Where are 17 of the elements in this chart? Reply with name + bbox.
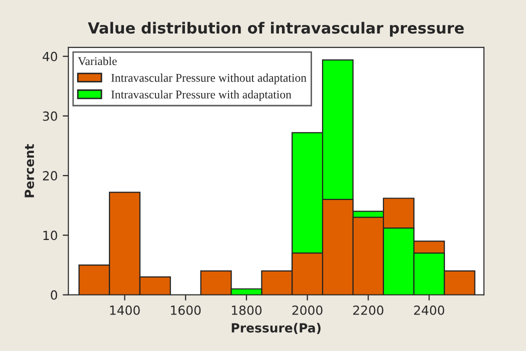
x-tick-label: 1800 (232, 305, 262, 315)
y-tick-label: 30 (43, 111, 58, 121)
legend-title: Variable (78, 56, 117, 66)
y-tick-label: 0 (50, 290, 58, 300)
y-tick-label: 40 (42, 52, 58, 62)
y-axis-title: Percent (24, 144, 34, 198)
x-axis-title: Pressure(Pa) (232, 322, 321, 334)
y-tick-label: 20 (42, 171, 58, 181)
x-tick-label: 2000 (292, 305, 322, 315)
x-tick-label: 2400 (414, 305, 444, 315)
y-tick-label: 10 (43, 230, 58, 240)
chart-title: Value distribution of intravascular pressure (88, 22, 464, 37)
legend-label: Intravascular Pressure without adaptation (111, 74, 306, 84)
x-tick-label: 1600 (171, 305, 201, 315)
x-tick-label: 2200 (353, 305, 384, 315)
x-tick-label: 1400 (110, 305, 140, 315)
legend-label: Intravascular Pressure with adaptation (111, 90, 292, 101)
